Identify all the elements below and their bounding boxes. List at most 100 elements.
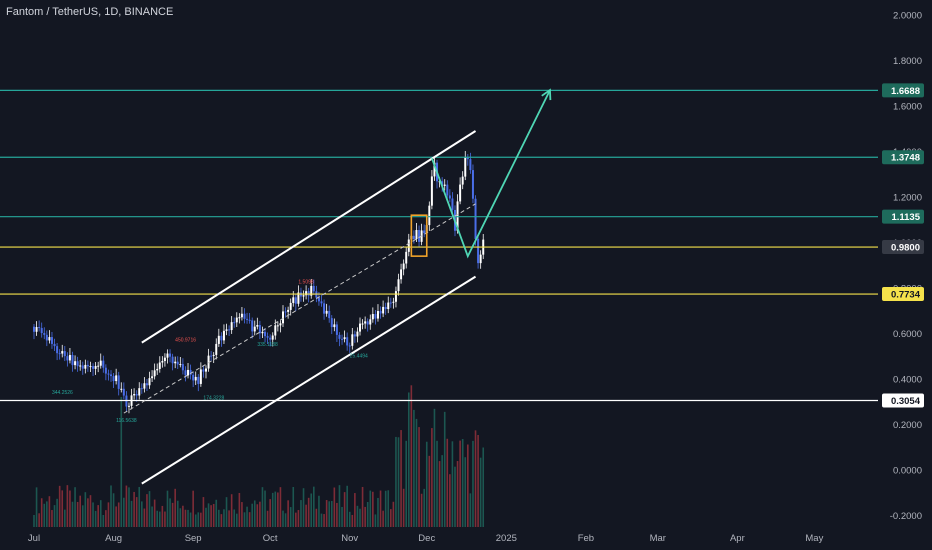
volume-bar	[71, 501, 74, 527]
candle-body	[317, 297, 320, 302]
candle-body	[143, 383, 146, 389]
candle-body	[459, 184, 462, 202]
candle-body	[266, 336, 269, 338]
candle-body	[53, 343, 56, 347]
candle-body	[374, 314, 377, 319]
volume-bar	[241, 502, 243, 527]
price-tag-label: 1.1135	[891, 212, 920, 223]
candle-body	[351, 334, 354, 346]
volume-bar	[48, 496, 51, 527]
candle-body	[181, 364, 184, 371]
volume-bar	[472, 440, 474, 527]
candle-body	[320, 301, 323, 304]
volume-bar	[128, 487, 130, 527]
volume-bar	[197, 512, 200, 527]
volume-bar	[459, 440, 461, 527]
candle-body	[169, 353, 172, 357]
candle-body	[171, 356, 174, 364]
volume-bar	[261, 487, 264, 527]
volume-bar	[297, 510, 300, 527]
candle-body	[43, 333, 46, 335]
volume-bar	[461, 439, 464, 527]
volume-bar	[328, 501, 331, 527]
candle-body	[294, 297, 297, 304]
volume-bar	[218, 509, 220, 527]
volume-bar	[361, 486, 364, 527]
volume-bar	[372, 491, 374, 527]
x-tick-label: May	[805, 533, 823, 544]
y-tick-label: 0.6000	[893, 329, 922, 340]
volume-bar	[141, 501, 143, 527]
volume-bar	[253, 500, 256, 527]
candle-body	[448, 195, 451, 199]
volume-bar	[166, 490, 169, 527]
volume-bar	[279, 487, 282, 527]
candle-body	[135, 394, 138, 396]
candle-body	[158, 362, 161, 369]
volume-bar	[292, 487, 295, 527]
volume-bar	[390, 509, 392, 527]
volume-bar	[33, 515, 35, 527]
volume-bar	[51, 510, 53, 527]
volume-bar	[84, 492, 87, 527]
candle-body	[284, 311, 287, 313]
volume-bar	[179, 508, 182, 527]
volume-bar	[454, 466, 456, 527]
candle-body	[97, 365, 100, 367]
candle-body	[333, 324, 336, 328]
volume-bar	[428, 455, 431, 527]
volume-bar	[238, 492, 241, 527]
candle-body	[48, 337, 51, 341]
highlight-box	[410, 214, 428, 257]
price-tag	[882, 150, 924, 165]
volume-bar	[341, 506, 343, 527]
x-tick-label: Oct	[263, 533, 278, 544]
volume-bar	[46, 501, 48, 527]
volume-bar	[336, 502, 338, 527]
volume-bar	[379, 490, 382, 527]
price-tag	[882, 287, 924, 302]
volume-bar	[392, 501, 395, 527]
candle-body	[240, 313, 243, 318]
volume-bar	[287, 500, 289, 527]
volume-bar	[148, 491, 151, 527]
volume-bar	[474, 430, 477, 527]
volume-bar	[99, 500, 102, 527]
candle-body	[474, 198, 477, 239]
volume-bar	[348, 511, 351, 527]
y-tick-label: 1.8000	[893, 56, 922, 67]
volume-bar	[366, 502, 369, 527]
candle-body	[210, 355, 213, 357]
volume-bar	[89, 495, 92, 527]
volume-bar	[246, 506, 248, 527]
plot-area: 1.5098 450.9716 335.1188 25.4494 344.2526 174…	[0, 88, 878, 527]
candle-body	[104, 367, 107, 374]
annotation-label: 116.5638	[116, 418, 137, 424]
candle-body	[192, 374, 195, 381]
volume-bar	[351, 514, 354, 527]
candle-body	[361, 323, 364, 325]
volume-bar	[192, 490, 194, 527]
candle-body	[153, 370, 156, 377]
candle-body	[110, 374, 113, 377]
volume-bar	[330, 500, 333, 527]
volume-bar	[138, 486, 141, 527]
price-tag	[882, 393, 924, 408]
candle-body	[348, 345, 351, 347]
candle-body	[86, 364, 89, 367]
candle-body	[423, 230, 426, 234]
candle-body	[310, 285, 313, 296]
volume-bar	[305, 504, 307, 527]
y-tick-label: 1.2000	[893, 193, 922, 204]
candle-body	[356, 331, 359, 337]
volume-bar	[174, 488, 176, 527]
candle-body	[325, 310, 328, 314]
volume-bar	[76, 501, 79, 527]
volume-bar	[441, 455, 443, 527]
volume-bar	[233, 509, 236, 527]
candle-body	[397, 279, 400, 292]
volume-bar	[248, 512, 251, 527]
volume-bar	[310, 493, 313, 527]
candle-body	[179, 364, 182, 366]
